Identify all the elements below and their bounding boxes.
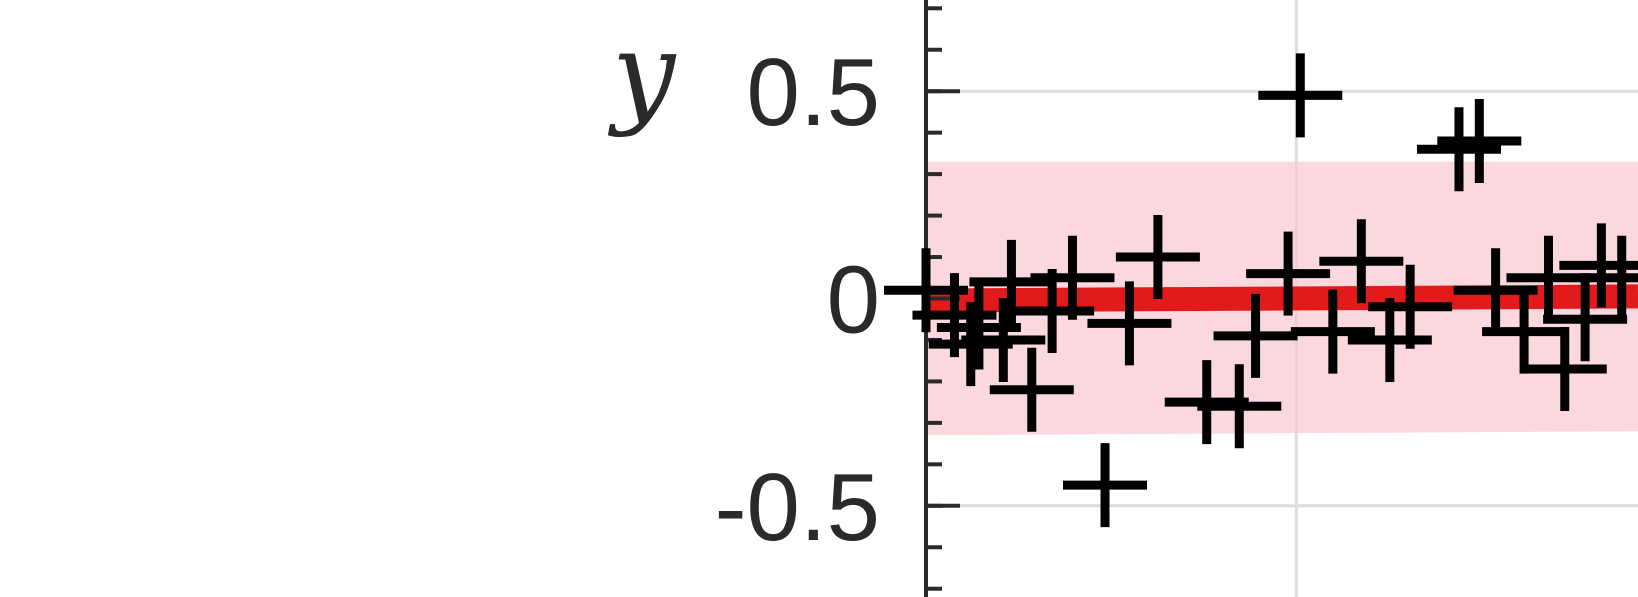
data-point-21 bbox=[1416, 107, 1501, 192]
data-point-7 bbox=[1010, 268, 1095, 353]
data-point-20 bbox=[1368, 264, 1453, 349]
data-point-10 bbox=[1087, 281, 1172, 366]
y-axis-label: y bbox=[607, 9, 677, 139]
data-point-19 bbox=[1347, 297, 1432, 382]
y-tick-label-2: -0.5 bbox=[715, 454, 880, 561]
data-point-22 bbox=[1437, 98, 1522, 183]
fit-line-layer bbox=[925, 284, 1638, 313]
y-axis: 0.5 0 -0.5 bbox=[715, 0, 960, 597]
data-point-29 bbox=[1579, 235, 1638, 320]
data-point-27 bbox=[1543, 277, 1628, 362]
axis-labels: y bbox=[607, 9, 677, 139]
data-point-25 bbox=[1506, 235, 1591, 320]
data-point-8 bbox=[1030, 235, 1115, 320]
fit-line bbox=[925, 284, 1638, 313]
data-point-18 bbox=[1319, 219, 1404, 304]
data-point-24 bbox=[1482, 289, 1567, 374]
data-point-26 bbox=[1522, 326, 1607, 411]
data-point-28 bbox=[1559, 223, 1638, 308]
y-tick-label-1: 0 bbox=[827, 247, 880, 354]
data-point-4 bbox=[961, 297, 1046, 382]
y-tick-label-0: 0.5 bbox=[747, 39, 880, 146]
data-point-17 bbox=[1290, 289, 1375, 374]
data-point-11 bbox=[1115, 215, 1200, 300]
data-points bbox=[884, 53, 1638, 528]
data-point-6 bbox=[989, 347, 1074, 432]
data-point-13 bbox=[1197, 364, 1282, 449]
data-point-9 bbox=[1063, 443, 1148, 528]
data-point-14 bbox=[1213, 293, 1298, 378]
data-point-16 bbox=[1258, 53, 1343, 138]
data-point-15 bbox=[1246, 231, 1331, 316]
